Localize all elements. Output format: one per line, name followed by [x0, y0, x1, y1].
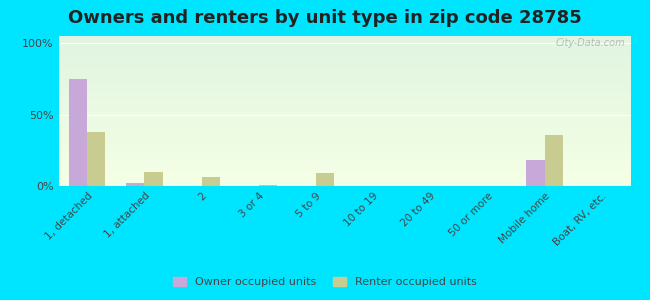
Bar — [526, 160, 545, 186]
Bar — [69, 79, 87, 186]
Bar — [144, 172, 162, 186]
Text: Owners and renters by unit type in zip code 28785: Owners and renters by unit type in zip c… — [68, 9, 582, 27]
Bar — [126, 183, 144, 186]
Bar — [87, 132, 105, 186]
Bar — [202, 177, 220, 186]
Legend: Owner occupied units, Renter occupied units: Owner occupied units, Renter occupied un… — [168, 272, 482, 291]
Bar — [545, 135, 563, 186]
Text: City-Data.com: City-Data.com — [555, 38, 625, 47]
Bar — [259, 184, 277, 186]
Bar — [316, 173, 334, 186]
